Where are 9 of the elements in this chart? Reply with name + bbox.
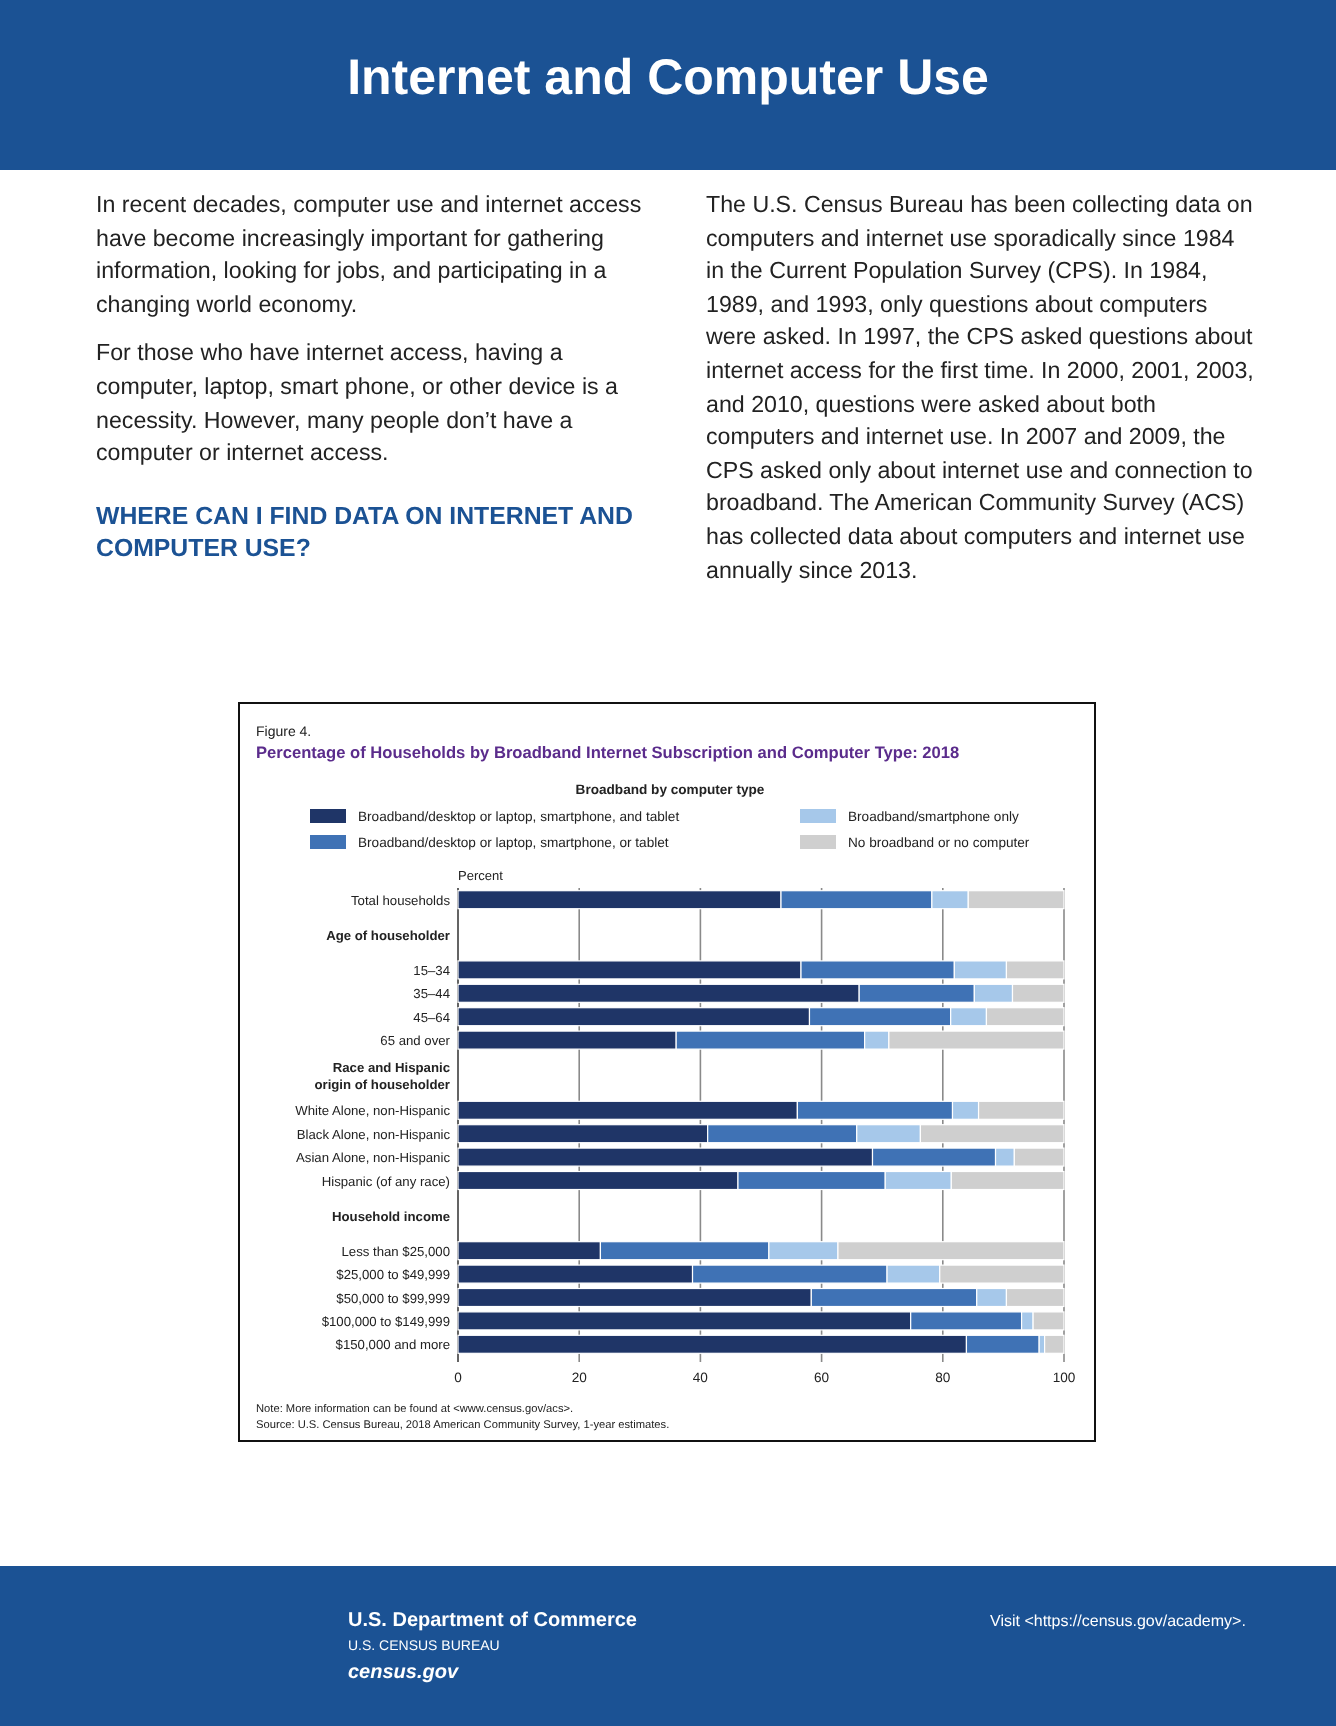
text: Visit <https://census.gov/academy>. xyxy=(990,1612,1246,1630)
text: U.S. Department of Commerce xyxy=(348,1610,637,1632)
text: census.gov xyxy=(348,1662,459,1684)
text: WHERE CAN I FIND DATA ON INTERNET AND COMPUTER USE? xyxy=(96,499,635,566)
text: Internet and Computer Use xyxy=(0,0,1336,170)
text: In recent decades, computer use and internet access have become increasingly important for gathering information, looking for jobs, and participating in a changing world economy. xyxy=(96,190,644,322)
text: For those who have internet access, having a computer, laptop, smart phone, or other device is a necessity. However, many people don’t have a computer or internet access. xyxy=(96,338,621,471)
chart-title: Percentage of Households by Broadband Internet Subscription and Computer Type: 2018 xyxy=(256,742,960,762)
text: The U.S. Census Bureau has been collecting data on computers and internet use sporadically since 1984 in the Current Population Survey (CPS). In 1984, 1989, and 1993, only questions about computers were asked. In 1997, the CPS asked questions about internet access for the first time. In 2000, 2001, 2003, and 2010, questions were asked about both computers and internet use. In 2007 and 2009, the CPS asked only about internet use and connection to broadband. The American Community Survey (ACS) has collected data about computers and internet use annually since 2013. xyxy=(706,192,1254,584)
